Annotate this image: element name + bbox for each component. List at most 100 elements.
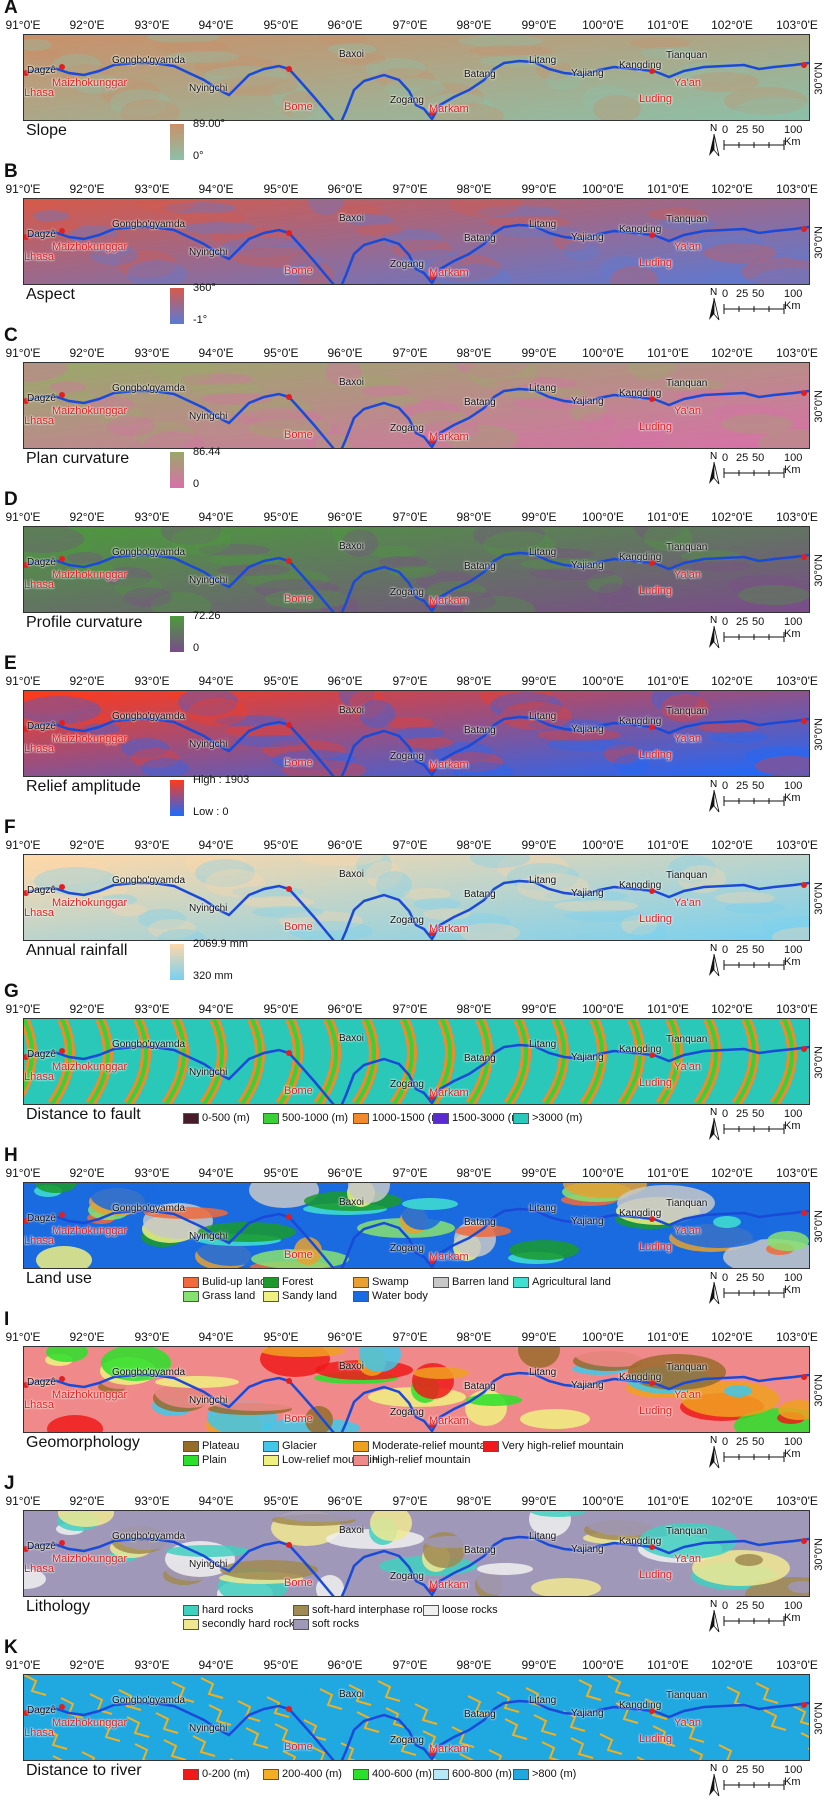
north-arrow-icon: N xyxy=(706,942,722,978)
legend-item: Plateau xyxy=(183,1440,239,1452)
town-marker xyxy=(801,554,807,560)
place-label: Gongbo'gyamda xyxy=(112,55,186,66)
town-marker xyxy=(286,1378,292,1384)
scale-tick-label: 50 xyxy=(752,780,765,792)
place-label: Batang xyxy=(464,1545,496,1556)
city-label: Bome xyxy=(284,1085,313,1097)
longitude-label: 95°0'E xyxy=(263,346,299,360)
longitude-label: 94°0'E xyxy=(198,674,234,688)
place-label: Tianquan xyxy=(666,1198,708,1209)
colorbar-max: 2069.9 mm xyxy=(193,938,249,950)
place-label: Dagzê xyxy=(27,557,56,568)
north-arrow-icon: N xyxy=(706,450,722,486)
city-label: Markam xyxy=(429,1415,469,1427)
legend-swatch xyxy=(513,1112,529,1124)
longitude-label: 99°0'E xyxy=(521,1002,557,1016)
legend-item: Sandy land xyxy=(263,1290,337,1302)
city-label: Luding xyxy=(639,1733,673,1745)
city-label: Ya'an xyxy=(674,405,701,417)
place-label: Gongbo'gyamda xyxy=(112,1695,186,1706)
longitude-label: 93°0'E xyxy=(134,18,170,32)
longitude-label: 97°0'E xyxy=(392,674,428,688)
longitude-label: 101°0'E xyxy=(647,18,689,32)
legend-item: High-relief mountain xyxy=(353,1454,470,1466)
legend-label: 1000-1500 (m) xyxy=(372,1112,445,1124)
panel-title: Land use xyxy=(26,1270,92,1287)
panel-title: Slope xyxy=(26,122,67,139)
place-label: Gongbo'gyamda xyxy=(112,1203,186,1214)
city-label: Lhasa xyxy=(24,1235,54,1247)
longitude-label: 102°0'E xyxy=(711,838,753,852)
legend-item: Agricultural land xyxy=(513,1276,611,1288)
town-marker xyxy=(801,718,807,724)
panel-letter: J xyxy=(4,1473,15,1494)
place-label: Yajiang xyxy=(571,1544,604,1555)
longitude-label: 91°0'E xyxy=(5,838,41,852)
town-marker xyxy=(429,1258,435,1264)
legend-swatch xyxy=(183,1768,199,1780)
scale-bar: 0 25 50 100 Km xyxy=(722,452,817,488)
place-label: Tianquan xyxy=(666,706,708,717)
town-marker xyxy=(801,1538,807,1544)
longitude-label: 94°0'E xyxy=(198,182,234,196)
place-label: Baxoi xyxy=(339,1689,365,1700)
legend-item: Swamp xyxy=(353,1276,409,1288)
panel-h: H 91°0'E 92°0'E 93°0'E 94°0'E 95°0'E 96°0'E 97°… xyxy=(0,1145,829,1312)
place-label: Litang xyxy=(529,711,557,722)
longitude-label: 99°0'E xyxy=(521,346,557,360)
city-label: Markam xyxy=(429,431,469,443)
city-label: Maizhokunggar xyxy=(52,569,128,581)
town-marker xyxy=(286,1542,292,1548)
place-label: Litang xyxy=(529,383,557,394)
place-label: Zogang xyxy=(390,259,424,270)
city-label: Markam xyxy=(429,923,469,935)
colorbar-max: 86.44 xyxy=(193,446,221,458)
legend-label: secondly hard rock xyxy=(202,1618,295,1630)
panel-letter: B xyxy=(4,161,18,182)
panel-c: C 91°0'E 92°0'E 93°0'E 94°0'E 95°0'E 96°0'E 97°… xyxy=(0,325,829,492)
colorbar xyxy=(170,944,184,980)
place-label: Batang xyxy=(464,561,496,572)
place-label: Litang xyxy=(529,547,557,558)
town-marker xyxy=(59,1704,65,1710)
place-label: Nyingchi xyxy=(189,575,228,586)
scale-tick-label: 50 xyxy=(752,1108,765,1120)
map-image: Dagzê Gongbo'gyamda Nyingchi Baxoi Zogang Bat… xyxy=(23,362,810,449)
longitude-label: 95°0'E xyxy=(263,1330,299,1344)
longitude-label: 91°0'E xyxy=(5,1494,41,1508)
longitude-label: 91°0'E xyxy=(5,1330,41,1344)
colorbar-min: 320 mm xyxy=(193,970,233,982)
place-label: Yajiang xyxy=(571,888,604,899)
place-label: Baxoi xyxy=(339,1197,365,1208)
legend-label: Plain xyxy=(202,1454,227,1466)
longitude-label: 91°0'E xyxy=(5,1658,41,1672)
scale-tick-label: 50 xyxy=(752,1600,765,1612)
longitude-label: 97°0'E xyxy=(392,182,428,196)
legend-label: 500-1000 (m) xyxy=(282,1112,349,1124)
city-label: Maizhokunggar xyxy=(52,1225,128,1237)
scale-tick-label: 25 xyxy=(736,1764,749,1776)
scale-tick-label: 100 Km xyxy=(784,616,803,640)
place-label: Dagzê xyxy=(27,1377,56,1388)
place-label: Tianquan xyxy=(666,50,708,61)
longitude-label: 96°0'E xyxy=(327,838,363,852)
city-label: Ya'an xyxy=(674,1061,701,1073)
scale-tick-label: 100 Km xyxy=(784,1600,803,1624)
scale-bar: 0 25 50 100 Km xyxy=(722,1436,817,1472)
map-image: Dagzê Gongbo'gyamda Nyingchi Baxoi Zogang Bat… xyxy=(23,526,810,613)
town-marker xyxy=(429,1586,435,1592)
place-label: Kangding xyxy=(619,880,662,891)
place-label: Yajiang xyxy=(571,1380,604,1391)
latitude-label: 30°0'N xyxy=(813,1210,825,1243)
town-marker xyxy=(286,1706,292,1712)
colorbar-min: 0° xyxy=(193,150,204,162)
scale-tick-label: 100 Km xyxy=(784,944,803,968)
longitude-label: 94°0'E xyxy=(198,1494,234,1508)
longitude-label: 93°0'E xyxy=(134,674,170,688)
panel-letter: C xyxy=(4,325,18,346)
panel-k: K 91°0'E 92°0'E 93°0'E 94°0'E 95°0'E 96°0'E 97°… xyxy=(0,1637,829,1804)
colorbar-min: 0 xyxy=(193,642,200,654)
legend-label: Sandy land xyxy=(282,1290,338,1302)
longitude-label: 103°0'E xyxy=(776,838,818,852)
legend-label: hard rocks xyxy=(202,1604,254,1616)
